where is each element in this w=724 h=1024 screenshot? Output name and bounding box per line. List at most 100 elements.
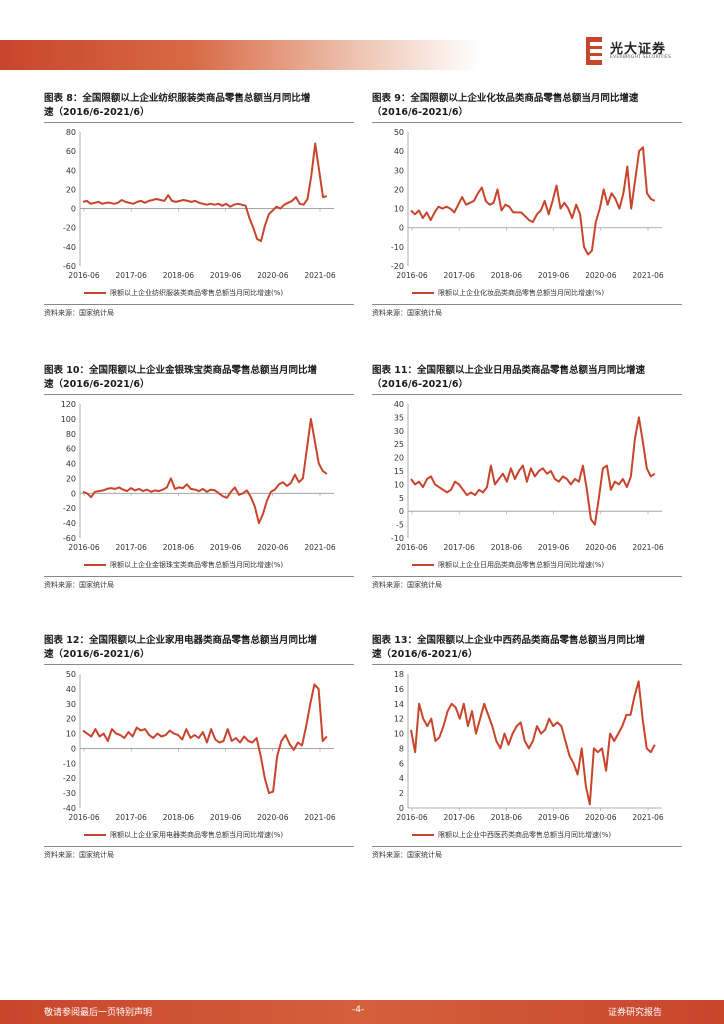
y-tick-label: 30 — [394, 427, 404, 436]
y-tick-label: 5 — [399, 494, 404, 503]
x-tick-label: 2021-06 — [632, 271, 664, 280]
brand-name: 光大证券 — [610, 42, 667, 57]
y-tick-label: -10 — [391, 534, 404, 543]
y-tick-label: 30 — [66, 700, 76, 709]
line-chart: -40 -30 -20 -10 0 10 20 30 40 50 2016-06 2017-06 201… — [63, 670, 336, 822]
chart-title: 图表 11：全国限额以上企业日用品类商品零售总额当月同比增速 （2016/6-20… — [372, 364, 682, 395]
chart-legend: 限额以上企业化妆品类商品零售总额当月同比增速(%) — [412, 288, 604, 298]
legend-swatch — [412, 563, 434, 567]
chart-panel-9: 图表 9：全国限额以上企业化妆品类商品零售总额当月同比增速 （2016/6-202… — [372, 92, 682, 317]
x-tick-label: 2017-06 — [116, 543, 148, 552]
y-tick-label: -40 — [63, 243, 76, 252]
y-tick-label: -10 — [63, 759, 76, 768]
y-tick-label: -20 — [63, 774, 76, 783]
divider — [44, 576, 354, 577]
x-tick-label: 2016-06 — [396, 813, 428, 822]
source-note: 资料来源：国家统计局 — [372, 851, 442, 859]
line-chart: -20 -10 0 10 20 30 40 50 2016-06 2017-06 2018-06 20… — [391, 128, 664, 280]
chart-legend: 限额以上企业中西医药类商品零售总额当月同比增速(%) — [412, 830, 611, 840]
y-tick-label: 100 — [61, 415, 76, 424]
x-tick-label: 2017-06 — [116, 271, 148, 280]
legend-swatch — [84, 833, 106, 837]
source-note: 资料来源：国家统计局 — [372, 581, 442, 589]
source-note: 资料来源：国家统计局 — [44, 581, 114, 589]
x-tick-label: 2018-06 — [163, 543, 195, 552]
x-tick-label: 2017-06 — [444, 543, 476, 552]
line-chart: -60 -40 -20 0 20 40 60 80 100 120 2016-06 2017-06 20… — [61, 400, 336, 552]
legend-swatch — [412, 291, 434, 295]
source-note: 资料来源：国家统计局 — [44, 851, 114, 859]
chart-legend: 限额以上企业纺织服装类商品零售总额当月同比增速(%) — [84, 288, 283, 298]
y-tick-label: 40 — [394, 147, 404, 156]
y-tick-label: 18 — [394, 670, 404, 679]
x-tick-label: 2020-06 — [257, 813, 289, 822]
y-tick-label: 30 — [394, 166, 404, 175]
y-tick-label: 20 — [66, 474, 76, 483]
chart-panel-10: 图表 10：全国限额以上企业金银珠宝类商品零售总额当月同比增 速（2016/6-2… — [44, 364, 354, 589]
x-tick-label: 2020-06 — [585, 813, 617, 822]
chart-legend: 限额以上企业家用电器类商品零售总额当月同比增速(%) — [84, 830, 283, 840]
x-tick-label: 2021-06 — [304, 271, 336, 280]
y-tick-label: 0 — [71, 205, 76, 214]
x-tick-label: 2016-06 — [396, 271, 428, 280]
y-tick-label: -40 — [63, 519, 76, 528]
x-tick-label: 2020-06 — [585, 543, 617, 552]
y-tick-label: 10 — [394, 205, 404, 214]
y-tick-label: 4 — [399, 774, 404, 783]
source-note: 资料来源：国家统计局 — [372, 309, 442, 317]
y-tick-label: 20 — [394, 454, 404, 463]
chart-title: 图表 9：全国限额以上企业化妆品类商品零售总额当月同比增速 （2016/6-202… — [372, 92, 682, 123]
x-tick-label: 2019-06 — [210, 813, 242, 822]
x-tick-label: 2019-06 — [210, 271, 242, 280]
legend-swatch — [84, 563, 106, 567]
y-tick-label: 120 — [61, 400, 76, 409]
y-tick-label: 20 — [394, 185, 404, 194]
source-note: 资料来源：国家统计局 — [44, 309, 114, 317]
y-tick-label: 12 — [394, 715, 404, 724]
x-tick-label: 2016-06 — [68, 271, 100, 280]
x-tick-label: 2021-06 — [632, 813, 664, 822]
x-tick-label: 2018-06 — [491, 543, 523, 552]
y-tick-label: 10 — [66, 730, 76, 739]
y-tick-label: 40 — [66, 166, 76, 175]
y-tick-label: 20 — [66, 715, 76, 724]
brand-logo: 光大证券 EVERBRIGHT SECURITIES — [584, 36, 694, 66]
series-line — [410, 146, 656, 256]
brand-name-en: EVERBRIGHT SECURITIES — [610, 55, 672, 60]
y-tick-label: -20 — [63, 224, 76, 233]
y-tick-label: 0 — [71, 744, 76, 753]
y-tick-label: 25 — [394, 440, 404, 449]
y-tick-label: -30 — [63, 789, 76, 798]
chart-panel-13: 图表 13：全国限额以上企业中西药品类商品零售总额当月同比增 速（2016/6-2… — [372, 634, 682, 859]
y-tick-label: 60 — [66, 147, 76, 156]
divider — [372, 576, 682, 577]
y-tick-label: 60 — [66, 445, 76, 454]
chart-title: 图表 10：全国限额以上企业金银珠宝类商品零售总额当月同比增 速（2016/6-2… — [44, 364, 354, 395]
x-tick-label: 2020-06 — [257, 543, 289, 552]
y-tick-label: -5 — [396, 521, 404, 530]
chart-title: 图表 12：全国限额以上企业家用电器类商品零售总额当月同比增 速（2016/6-2… — [44, 634, 354, 665]
divider — [44, 846, 354, 847]
series-line — [82, 142, 328, 243]
y-tick-label: 40 — [66, 685, 76, 694]
y-tick-label: 40 — [66, 460, 76, 469]
chart-panel-8: 图表 8：全国限额以上企业纺织服装类商品零售总额当月同比增 速（2016/6-20… — [44, 92, 354, 317]
y-tick-label: -20 — [391, 262, 404, 271]
x-tick-label: 2018-06 — [163, 271, 195, 280]
y-tick-label: 50 — [394, 128, 404, 137]
page-number: -4- — [352, 1005, 365, 1015]
x-tick-label: 2020-06 — [585, 271, 617, 280]
brand-logo-icon — [586, 37, 602, 65]
x-tick-label: 2018-06 — [163, 813, 195, 822]
x-tick-label: 2021-06 — [304, 813, 336, 822]
x-tick-label: 2019-06 — [538, 813, 570, 822]
footer-band — [0, 1000, 724, 1024]
y-tick-label: 10 — [394, 480, 404, 489]
line-chart: 0 2 4 6 8 10 12 14 16 18 2016-06 2017-06 2018-06 2019… — [394, 670, 664, 822]
line-chart: -10 -5 0 5 10 15 20 25 30 35 40 2016-06 2017-06 2018-… — [391, 400, 664, 552]
footer-disclaimer: 敬请参阅最后一页特别声明 — [44, 1008, 153, 1018]
x-tick-label: 2017-06 — [116, 813, 148, 822]
x-tick-label: 2019-06 — [210, 543, 242, 552]
y-tick-label: -60 — [63, 534, 76, 543]
divider — [372, 304, 682, 305]
